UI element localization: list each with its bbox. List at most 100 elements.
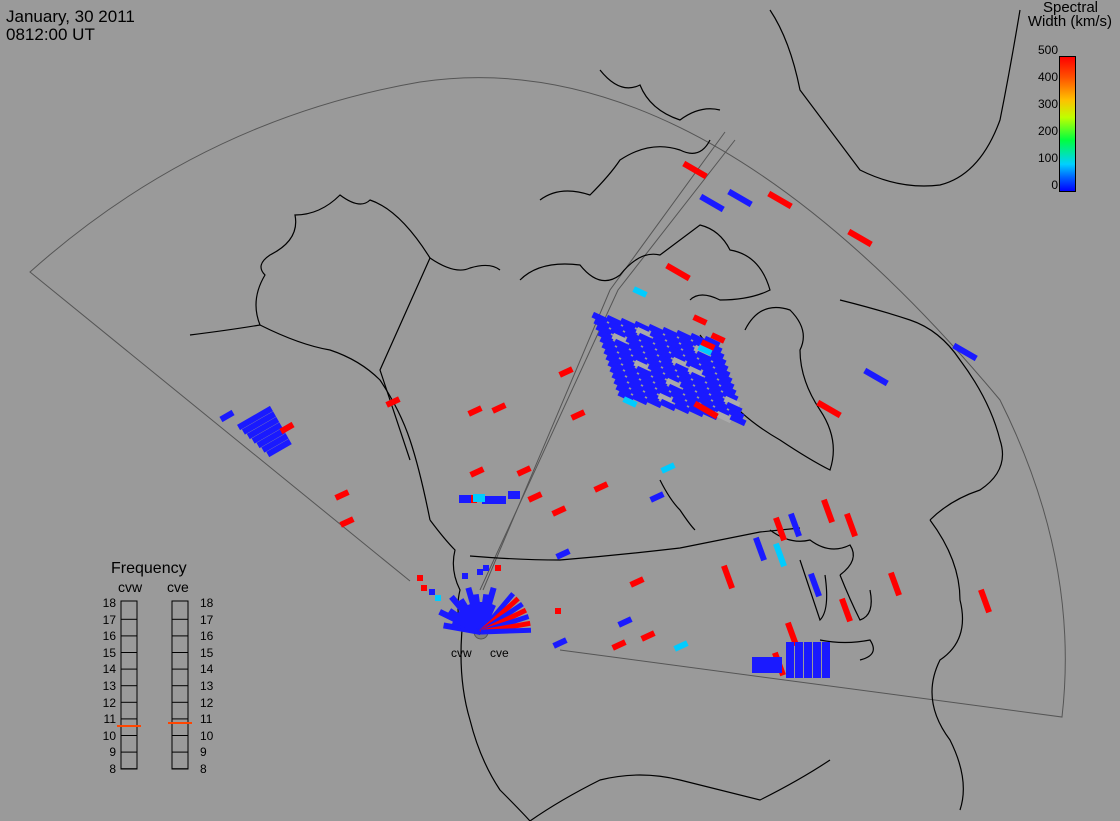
backscatter-cell [607, 359, 625, 373]
backscatter-cell [261, 433, 289, 453]
backscatter-cell [822, 642, 830, 678]
backscatter-cell [673, 640, 689, 652]
backscatter-cell [462, 573, 468, 579]
backscatter-cell [693, 383, 711, 397]
backscatter-cell [605, 353, 623, 367]
backscatter-cell [623, 329, 641, 343]
backscatter-cell [661, 365, 679, 379]
backscatter-cell [659, 359, 677, 373]
frequency-tick-label: 9 [200, 745, 207, 760]
backscatter-cell [609, 326, 627, 340]
backscatter-cell [713, 365, 731, 379]
backscatter-cell [767, 190, 793, 210]
backscatter-cell [786, 642, 794, 678]
backscatter-cell [647, 362, 665, 376]
backscatter-cell [697, 344, 713, 356]
backscatter-cell [508, 491, 520, 499]
backscatter-cell [385, 396, 401, 408]
frequency-grid-lines [121, 618, 188, 770]
backscatter-cell [633, 359, 651, 373]
frequency-tick-label: 12 [102, 695, 116, 710]
backscatter-cell [695, 350, 713, 364]
backscatter-cell [629, 386, 647, 400]
backscatter-cell [632, 286, 648, 298]
backscatter-cell [701, 368, 719, 382]
frequency-marker-cvw [117, 725, 141, 727]
backscatter-cell [246, 416, 280, 440]
backscatter-cell [651, 374, 669, 388]
backscatter-cell [707, 386, 725, 400]
backscatter-cell [266, 438, 292, 458]
spectral-width-colorbar [1059, 56, 1076, 192]
backscatter-cell [635, 326, 653, 340]
backscatter-cell [699, 362, 717, 376]
backscatter-cell [691, 377, 709, 391]
backscatter-cell [467, 405, 483, 417]
backscatter-cell [599, 335, 617, 349]
backscatter-cell [237, 405, 273, 431]
backscatter-cell [482, 496, 494, 504]
backscatter-cell [558, 366, 574, 378]
backscatter-cell [645, 395, 663, 409]
backscatter-cell [629, 347, 647, 361]
backscatter-cell [643, 350, 661, 364]
frequency-tick-label: 10 [102, 728, 116, 743]
backscatter-cell [591, 311, 609, 325]
backscatter-cell [605, 314, 623, 328]
frequency-panel [117, 600, 192, 770]
backscatter-cell [719, 383, 737, 397]
backscatter-cell [785, 621, 799, 647]
frequency-tick-label: 16 [102, 629, 116, 644]
backscatter-cell [609, 365, 627, 379]
backscatter-cell [478, 603, 496, 634]
backscatter-cell [839, 597, 853, 623]
frequency-tick-label: 17 [102, 612, 116, 627]
backscatter-cell [641, 344, 659, 358]
backscatter-cell [593, 317, 611, 331]
backscatter-layer [219, 160, 992, 678]
frequency-tick-label: 11 [103, 712, 116, 727]
backscatter-cell [611, 371, 629, 385]
backscatter-cell [813, 642, 821, 678]
backscatter-cell [669, 350, 687, 364]
backscatter-cell [623, 368, 641, 382]
backscatter-cell [661, 326, 679, 340]
backscatter-cell [700, 339, 716, 351]
backscatter-cell [692, 314, 708, 326]
backscatter-cell [795, 642, 803, 678]
backscatter-cell [639, 377, 657, 391]
backscatter-cell [721, 389, 739, 403]
radar-label-cvw: cvw [451, 646, 472, 660]
colorbar-tick: 500 [1037, 43, 1058, 57]
backscatter-cell [643, 389, 661, 403]
frequency-tick-label: 12 [200, 695, 214, 710]
backscatter-cell [682, 160, 708, 180]
backscatter-cell [601, 341, 619, 355]
backscatter-cell [219, 409, 235, 423]
backscatter-cell [633, 320, 651, 334]
backscatter-cell [477, 569, 483, 575]
backscatter-cell [703, 374, 721, 388]
backscatter-cell [821, 498, 835, 524]
backscatter-cell [491, 402, 507, 414]
backscatter-cell [417, 575, 423, 581]
backscatter-cell [629, 576, 645, 588]
backscatter-cell [649, 329, 667, 343]
backscatter-cell [653, 341, 671, 355]
backscatter-cell [516, 465, 532, 477]
backscatter-cell [655, 347, 673, 361]
backscatter-cell [697, 356, 715, 370]
backscatter-cell [241, 411, 277, 435]
frequency-tick-label: 17 [200, 612, 214, 627]
backscatter-cell [844, 512, 858, 538]
frequency-tick-label: 8 [200, 762, 207, 776]
backscatter-cell [863, 367, 889, 387]
backscatter-cell [816, 399, 842, 419]
backscatter-cell [641, 383, 659, 397]
backscatter-cell [527, 491, 543, 503]
backscatter-cell [847, 228, 873, 248]
backscatter-cell [681, 347, 699, 361]
backscatter-cell [622, 396, 638, 408]
frequency-tick-label: 14 [200, 662, 214, 677]
frequency-tick-label: 15 [200, 645, 214, 660]
